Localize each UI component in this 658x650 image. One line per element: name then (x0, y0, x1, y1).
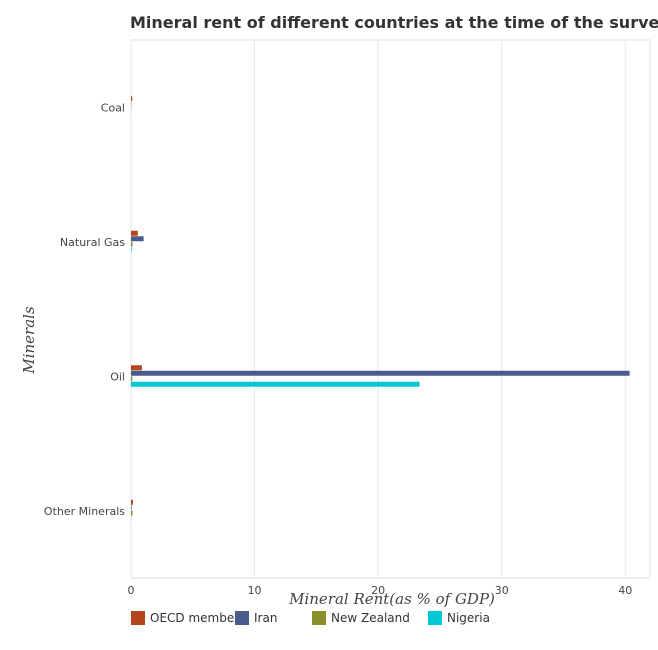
y-tick-label: Coal (101, 101, 125, 114)
x-tick-label: 0 (128, 584, 135, 597)
bar (131, 230, 138, 236)
x-tick-label: 30 (495, 584, 509, 597)
plot-area: 0 10 20 30 40 Coal Natural Gas Oil Other Mineral… (44, 39, 651, 597)
y-tick-label: Other Minerals (44, 505, 125, 518)
bar (131, 499, 133, 505)
y-axis-label: Minerals (20, 306, 38, 375)
bar (131, 96, 133, 102)
bar (131, 247, 132, 253)
legend-swatch (312, 611, 326, 625)
legend-label: Nigeria (447, 611, 490, 625)
bar (131, 241, 133, 247)
legend-label: New Zealand (331, 611, 410, 625)
bar (131, 376, 133, 382)
x-tick-label: 20 (371, 584, 385, 597)
legend-label: OECD members (150, 611, 245, 625)
legend: OECD members Iran New Zealand Nigeria (131, 611, 490, 625)
bar (131, 370, 630, 376)
chart-title: Mineral rent of different countries at t… (130, 13, 658, 32)
y-tick-label: Oil (110, 370, 125, 383)
legend-swatch (235, 611, 249, 625)
bar (131, 236, 144, 242)
legend-label: Iran (254, 611, 277, 625)
x-tick-label: 10 (248, 584, 262, 597)
bar (131, 381, 420, 387)
legend-swatch (131, 611, 145, 625)
bar (131, 365, 142, 371)
legend-swatch (428, 611, 442, 625)
y-tick-label: Natural Gas (60, 236, 125, 249)
x-axis-label: Mineral Rent(as % of GDP) (288, 590, 495, 608)
x-tick-label: 40 (618, 584, 632, 597)
bar (131, 510, 133, 516)
plot-frame (130, 39, 651, 579)
bar (131, 505, 132, 511)
